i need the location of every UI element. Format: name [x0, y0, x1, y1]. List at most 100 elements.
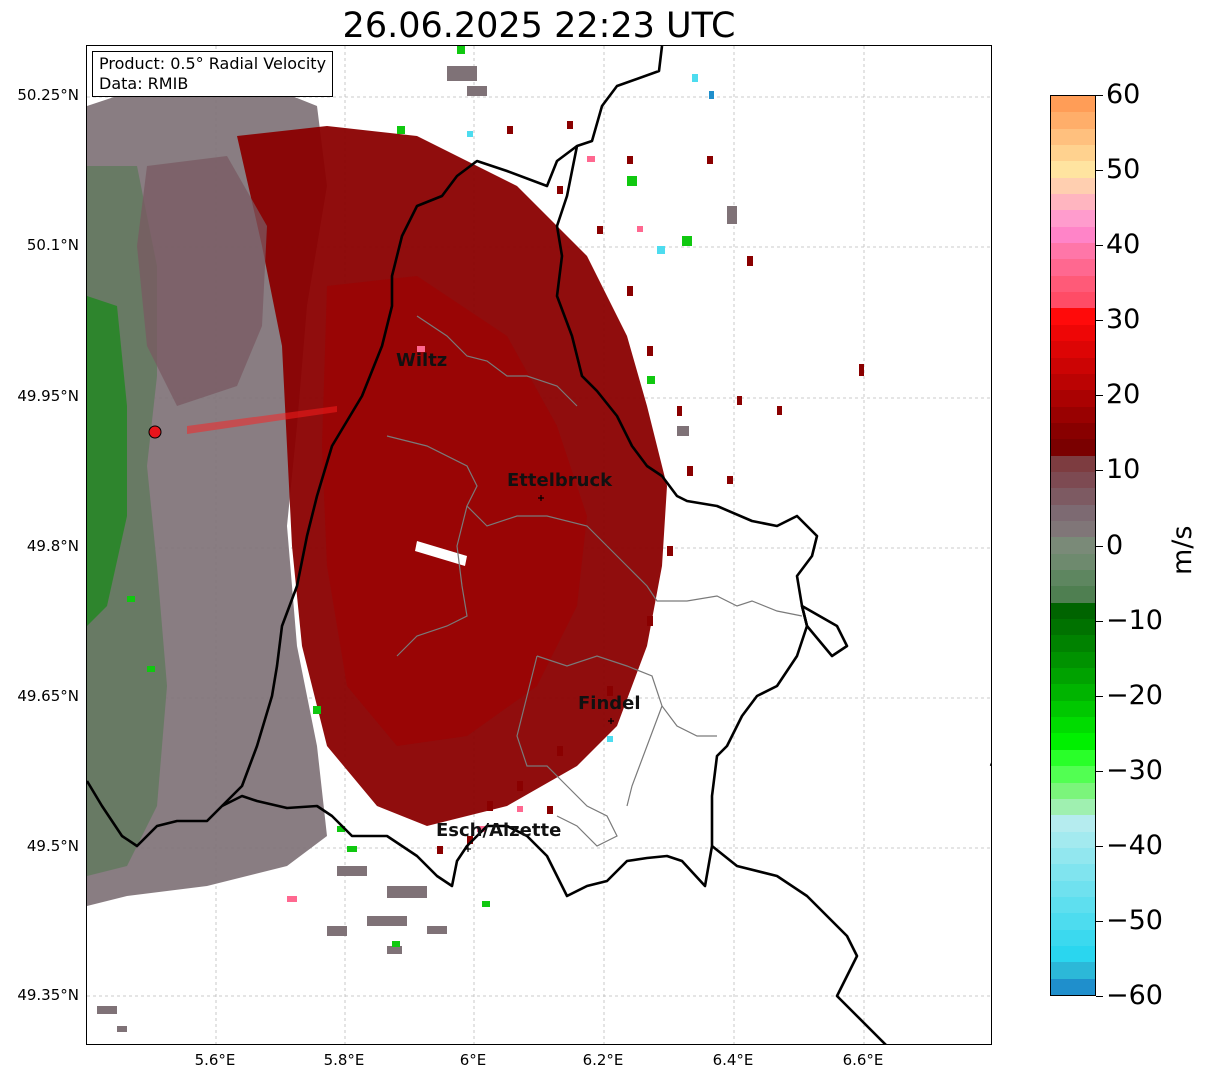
- colorbar-unit-label: m/s: [1167, 525, 1198, 575]
- radar-site-marker: [148, 425, 162, 439]
- city-markers: [465, 495, 614, 852]
- colorbar-segment: [1051, 717, 1095, 735]
- velocity-colorbar: [1050, 95, 1096, 996]
- colorbar-segment: [1051, 439, 1095, 457]
- colorbar-segment: [1051, 553, 1095, 571]
- colorbar-segment: [1051, 194, 1095, 211]
- lon-tick-label: 6°E: [459, 1051, 487, 1069]
- colorbar-tick-label: −20: [1106, 679, 1163, 711]
- lat-tick-label: 49.8°N: [26, 537, 79, 555]
- colorbar-segment: [1051, 651, 1095, 669]
- colorbar-segment: [1051, 341, 1095, 359]
- lon-tick-label: 6.6°E: [842, 1051, 884, 1069]
- colorbar-tick: [1096, 695, 1103, 697]
- colorbar-segment: [1051, 864, 1095, 882]
- colorbar-segment: [1051, 243, 1095, 261]
- colorbar-segment: [1051, 210, 1095, 228]
- colorbar-segment: [1051, 766, 1095, 784]
- colorbar-segment: [1051, 570, 1095, 587]
- colorbar-tick-label: −30: [1106, 754, 1163, 786]
- colorbar-segment: [1051, 945, 1095, 963]
- colorbar-tick-label: 0: [1106, 529, 1124, 561]
- colorbar-segment: [1051, 275, 1095, 293]
- colorbar-tick-label: 10: [1106, 454, 1141, 486]
- lat-tick-label: 49.5°N: [26, 837, 79, 855]
- colorbar-segment: [1051, 259, 1095, 277]
- colorbar-segment: [1051, 455, 1095, 473]
- colorbar-segment: [1051, 798, 1095, 816]
- colorbar-segment: [1051, 684, 1095, 702]
- lon-tick-label: 5.6°E: [194, 1051, 236, 1069]
- radar-map-svg: [87, 46, 991, 1044]
- colorbar-tick-label: −60: [1106, 980, 1163, 1011]
- colorbar-segment: [1051, 668, 1095, 686]
- radar-echoes: [87, 46, 864, 1032]
- colorbar-tick-label: −40: [1106, 829, 1163, 861]
- colorbar-segment: [1051, 962, 1095, 980]
- colorbar-segment: [1051, 145, 1095, 162]
- colorbar-segment: [1051, 537, 1095, 555]
- colorbar-segment: [1051, 602, 1095, 620]
- colorbar-tick: [1096, 320, 1103, 322]
- product-label: Product: 0.5° Radial Velocity: [99, 54, 327, 73]
- colorbar-segment: [1051, 831, 1095, 849]
- colorbar-segment: [1051, 390, 1095, 408]
- colorbar-tick: [1096, 395, 1103, 397]
- colorbar-segment: [1051, 978, 1095, 995]
- lon-tick-label: 6.2°E: [582, 1051, 624, 1069]
- colorbar-segment: [1051, 357, 1095, 375]
- colorbar-tick: [1096, 920, 1103, 922]
- colorbar-tick-label: 40: [1106, 229, 1141, 261]
- city-label-esch-alzette: Esch/Alzette: [436, 820, 562, 841]
- lat-tick-label: 49.35°N: [17, 986, 79, 1004]
- colorbar-tick-label: −10: [1106, 604, 1163, 636]
- colorbar-segment: [1051, 177, 1095, 195]
- country-borders: [87, 46, 991, 1044]
- colorbar-segment: [1051, 324, 1095, 342]
- colorbar-tick-label: 20: [1106, 379, 1141, 411]
- colorbar-segment: [1051, 128, 1095, 146]
- colorbar-segment: [1051, 896, 1095, 914]
- data-source-label: Data: RMIB: [99, 74, 189, 93]
- colorbar-segment: [1051, 847, 1095, 865]
- lat-tick-label: 50.1°N: [26, 236, 79, 254]
- colorbar-tick-label: 60: [1106, 79, 1141, 110]
- colorbar-segment: [1051, 619, 1095, 636]
- lon-tick-label: 5.8°E: [323, 1051, 365, 1069]
- city-label-ettelbruck: Ettelbruck: [507, 470, 613, 491]
- colorbar-segment: [1051, 880, 1095, 898]
- colorbar-segment: [1051, 373, 1095, 391]
- colorbar-tick: [1096, 996, 1103, 997]
- colorbar-tick: [1096, 170, 1103, 172]
- colorbar-tick: [1096, 470, 1103, 472]
- colorbar-segment: [1051, 226, 1095, 244]
- colorbar-segment: [1051, 929, 1095, 947]
- lat-tick-label: 49.95°N: [17, 387, 79, 405]
- lon-tick-label: 6.4°E: [712, 1051, 754, 1069]
- colorbar-segment: [1051, 520, 1095, 538]
- lat-tick-label: 49.65°N: [17, 687, 79, 705]
- product-info-box: Product: 0.5° Radial Velocity Data: RMIB: [92, 51, 334, 97]
- colorbar-segment: [1051, 422, 1095, 440]
- colorbar-segment: [1051, 308, 1095, 326]
- city-label-findel: Findel: [578, 693, 641, 714]
- colorbar-segment: [1051, 635, 1095, 653]
- lat-tick-label: 50.25°N: [17, 86, 79, 104]
- colorbar-segment: [1051, 586, 1095, 604]
- colorbar-segment: [1051, 112, 1095, 130]
- colorbar-tick: [1096, 845, 1103, 847]
- radar-map[interactable]: [86, 45, 992, 1045]
- colorbar-segment: [1051, 488, 1095, 506]
- colorbar-tick: [1096, 245, 1103, 247]
- city-label-wiltz: Wiltz: [396, 350, 448, 371]
- colorbar-tick-label: 30: [1106, 304, 1141, 336]
- map-title: 26.06.2025 22:23 UTC: [342, 6, 736, 46]
- colorbar-tick-label: 50: [1106, 154, 1141, 186]
- colorbar-segment: [1051, 749, 1095, 767]
- colorbar-tick: [1096, 95, 1103, 96]
- colorbar-tick: [1096, 620, 1103, 622]
- colorbar-segment: [1051, 782, 1095, 800]
- colorbar-segment: [1051, 815, 1095, 833]
- colorbar-segment: [1051, 913, 1095, 931]
- colorbar-segment: [1051, 733, 1095, 751]
